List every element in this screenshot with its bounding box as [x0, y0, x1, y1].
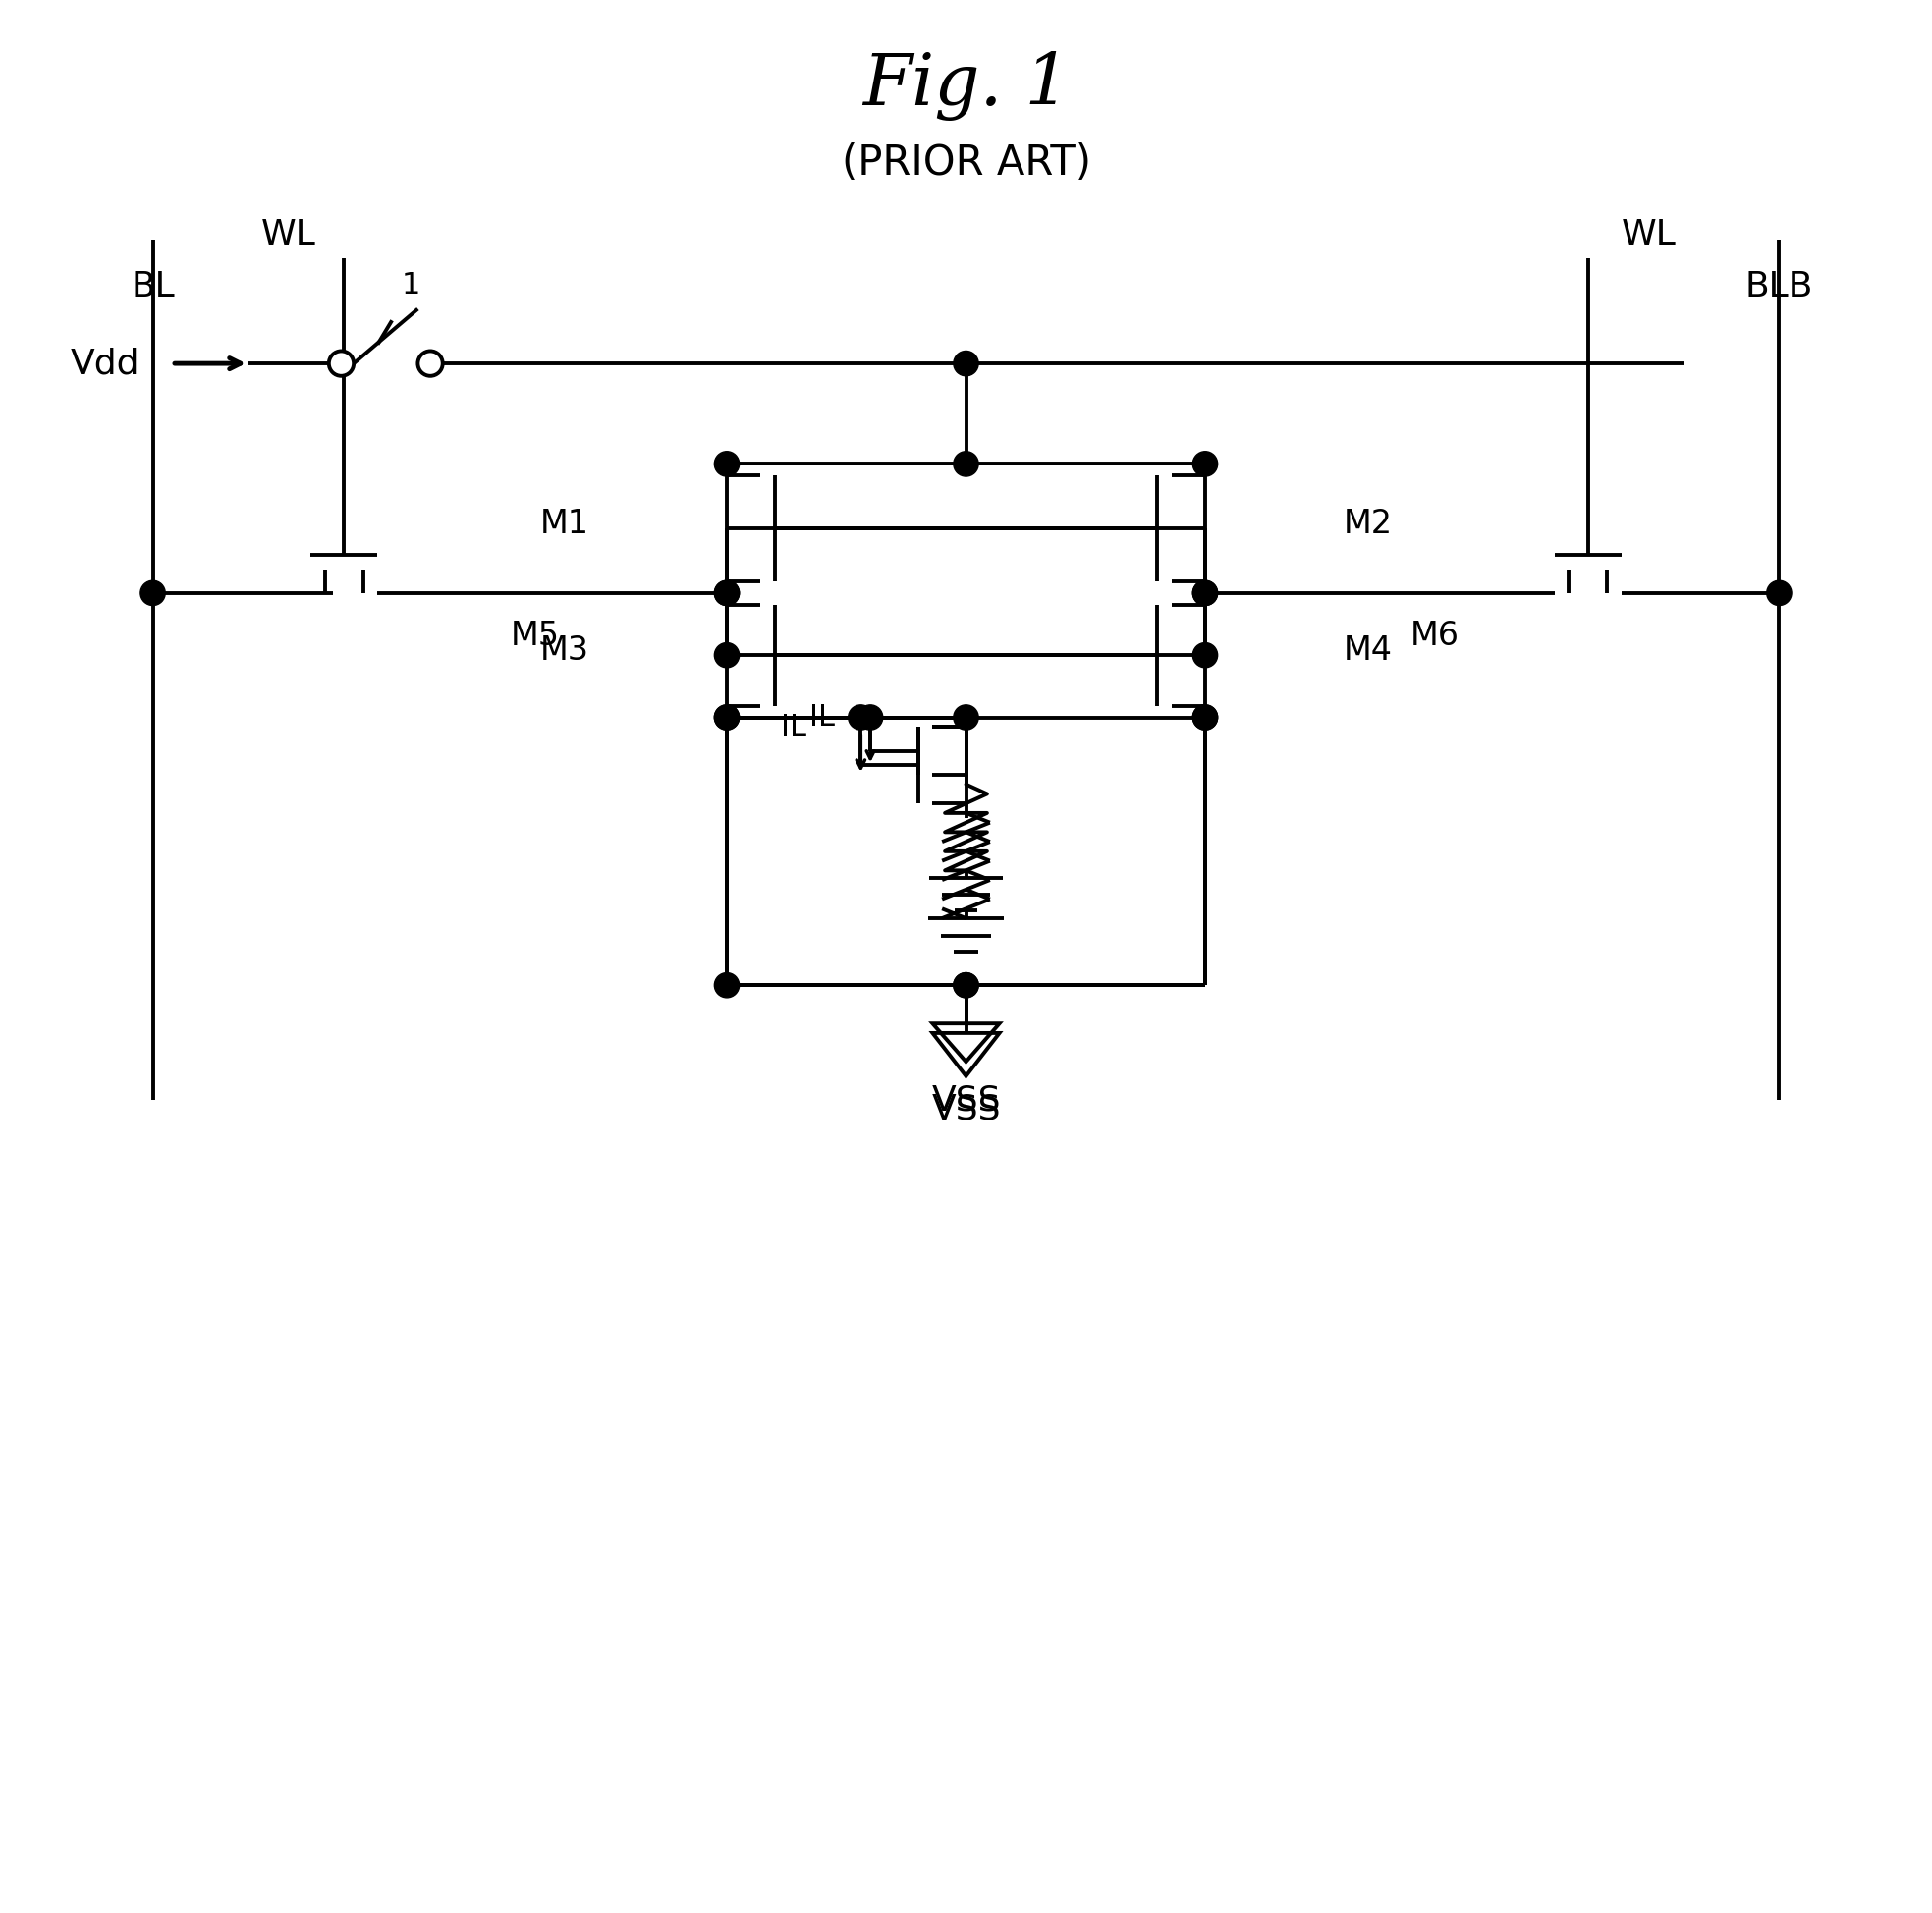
Circle shape [1192, 704, 1217, 729]
Circle shape [848, 704, 873, 729]
Circle shape [954, 350, 978, 375]
Text: Vdd: Vdd [70, 346, 139, 381]
Text: M5: M5 [510, 620, 560, 652]
Circle shape [954, 972, 978, 999]
Circle shape [954, 451, 978, 476]
Circle shape [1192, 643, 1217, 668]
Text: M3: M3 [539, 635, 589, 666]
Text: M4: M4 [1343, 635, 1393, 666]
Circle shape [954, 972, 978, 999]
Circle shape [715, 451, 740, 476]
Circle shape [715, 704, 740, 729]
Text: (PRIOR ART): (PRIOR ART) [840, 142, 1092, 184]
Text: 1: 1 [402, 272, 421, 298]
Circle shape [715, 643, 740, 668]
Text: BL: BL [131, 270, 174, 304]
Circle shape [328, 350, 354, 375]
Text: WL: WL [1621, 218, 1677, 251]
Text: Fig. 1: Fig. 1 [862, 52, 1070, 121]
Text: VSS: VSS [931, 1092, 1001, 1127]
Circle shape [1766, 580, 1791, 605]
Circle shape [715, 580, 740, 605]
Text: BLB: BLB [1745, 270, 1814, 304]
Circle shape [1192, 704, 1217, 729]
Circle shape [1192, 580, 1217, 605]
Circle shape [417, 350, 442, 375]
Text: IL: IL [810, 704, 835, 731]
Text: WL: WL [261, 218, 315, 251]
Circle shape [715, 580, 740, 605]
Text: IL: IL [781, 714, 806, 740]
Circle shape [858, 704, 883, 729]
Circle shape [954, 704, 978, 729]
Text: M6: M6 [1410, 620, 1459, 652]
Text: M1: M1 [539, 507, 589, 539]
Circle shape [1192, 580, 1217, 605]
Circle shape [141, 580, 166, 605]
Circle shape [1192, 451, 1217, 476]
Circle shape [715, 972, 740, 999]
Text: VSS: VSS [931, 1083, 1001, 1117]
Text: M2: M2 [1343, 507, 1393, 539]
Circle shape [715, 704, 740, 729]
